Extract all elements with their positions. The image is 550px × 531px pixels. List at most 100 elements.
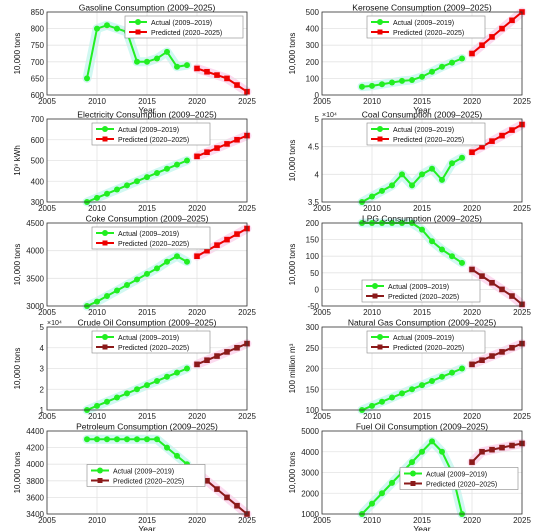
x-tick-label: 2010 xyxy=(363,308,381,317)
data-point-actual xyxy=(134,276,140,283)
data-point-actual xyxy=(369,82,375,89)
axis-multiplier: ×10⁴ xyxy=(47,320,62,327)
data-point-actual xyxy=(439,63,445,70)
data-point-predicted xyxy=(489,34,495,40)
data-point-predicted xyxy=(509,127,515,133)
x-tick-label: 2025 xyxy=(513,204,531,213)
subplot-8: 2005 2010 2015 2020 2025 100 150 200 250 300 Natur… xyxy=(288,318,531,422)
data-point-actual xyxy=(459,365,465,372)
x-tick-label: 2015 xyxy=(413,97,431,106)
data-point-actual xyxy=(164,373,170,380)
data-point-predicted xyxy=(194,361,200,368)
x-tick-label: 2015 xyxy=(138,204,156,213)
y-axis-label: 10,000 tons xyxy=(288,33,297,75)
legend-marker-circle xyxy=(97,467,103,474)
x-tick-label: 2025 xyxy=(513,97,531,106)
y-tick-label: 4500 xyxy=(26,219,44,228)
data-point-actual xyxy=(389,394,395,401)
data-point-actual xyxy=(134,58,140,65)
data-point-predicted xyxy=(224,75,230,82)
data-point-predicted xyxy=(499,286,505,293)
legend-marker-circle xyxy=(377,19,383,25)
subplot-title: Crude Oil Consumption (2009–2025) xyxy=(78,318,217,328)
subplot-4: 2005 2010 2015 2020 2025 3.5 4 4.5 5 ×10⁴ Coal Con… xyxy=(288,110,531,214)
legend-marker-square xyxy=(102,136,108,142)
x-tick-label: 2025 xyxy=(513,308,531,317)
legend: Actual (2009–2019) Predicted (2020–2025) xyxy=(361,279,481,303)
legend-label: Actual (2009–2019) xyxy=(393,127,454,134)
y-tick-label: 200 xyxy=(306,219,320,228)
y-tick-label: 700 xyxy=(31,58,45,67)
axes-box xyxy=(46,222,248,307)
data-point-actual xyxy=(389,79,395,86)
data-point-actual xyxy=(114,186,120,193)
legend-marker-circle xyxy=(102,126,108,132)
data-point-predicted xyxy=(234,344,240,351)
legend-box xyxy=(91,226,211,250)
data-point-predicted xyxy=(469,149,475,155)
legend-box xyxy=(399,467,519,490)
data-point-actual xyxy=(409,182,415,189)
data-point-predicted xyxy=(234,82,240,88)
y-tick-label: 5 xyxy=(40,323,45,332)
legend-label: Predicted (2020–2025) xyxy=(118,345,189,352)
data-point-actual xyxy=(154,169,160,176)
legend-label: Predicted (2020–2025) xyxy=(426,481,497,488)
data-point-predicted xyxy=(509,344,515,351)
x-tick-label: 2025 xyxy=(238,204,256,213)
data-point-actual xyxy=(419,382,425,389)
legend-label: Actual (2009–2019) xyxy=(113,468,174,475)
y-tick-label: 3600 xyxy=(26,493,44,502)
y-tick-label: 3000 xyxy=(26,302,44,311)
data-point-predicted xyxy=(214,353,220,359)
y-axis-label: 100 million m³ xyxy=(288,343,297,393)
data-point-actual xyxy=(429,165,435,172)
y-tick-label: 3 xyxy=(40,365,45,374)
legend-marker-circle xyxy=(102,334,108,340)
x-tick-label: 2020 xyxy=(463,516,481,525)
data-point-predicted xyxy=(499,132,505,139)
data-point-predicted xyxy=(469,361,475,368)
subplot-title: Gasoline Consumption (2009–2025) xyxy=(79,3,216,13)
legend-marker-circle xyxy=(377,126,383,132)
data-point-actual xyxy=(144,270,150,277)
legend-marker-circle xyxy=(372,283,378,289)
data-point-actual xyxy=(104,398,110,405)
legend-label: Predicted (2020–2025) xyxy=(388,294,459,301)
data-point-actual xyxy=(154,377,160,384)
data-point-actual xyxy=(429,438,435,445)
data-point-actual xyxy=(114,394,120,401)
data-point-actual xyxy=(104,293,110,300)
x-tick-label: 2010 xyxy=(363,204,381,213)
legend-label: Predicted (2020–2025) xyxy=(393,345,464,352)
legend-label: Actual (2009–2019) xyxy=(393,20,454,27)
y-tick-label: 250 xyxy=(306,344,320,353)
data-point-predicted xyxy=(499,444,505,451)
data-point-actual xyxy=(164,444,170,451)
data-point-predicted xyxy=(204,68,210,75)
x-tick-label: 2005 xyxy=(313,97,331,106)
axes-box xyxy=(321,11,523,96)
data-point-actual xyxy=(369,402,375,409)
data-point-predicted xyxy=(214,72,220,78)
data-point-actual xyxy=(114,436,120,443)
data-point-actual xyxy=(94,194,100,201)
x-tick-label: 2020 xyxy=(188,516,206,525)
data-point-actual xyxy=(144,58,150,65)
x-tick-label: 2025 xyxy=(513,516,531,525)
x-tick-label: 2015 xyxy=(413,204,431,213)
x-tick-label: 2005 xyxy=(313,308,331,317)
y-tick-label: 0 xyxy=(315,91,320,100)
x-tick-label: 2020 xyxy=(188,308,206,317)
x-tick-label: 2010 xyxy=(88,516,106,525)
legend-box xyxy=(366,122,486,146)
y-tick-label: 4 xyxy=(40,344,45,353)
data-point-predicted xyxy=(489,138,495,144)
subplot-5: 2005 2010 2015 2020 2025 3000 3500 4000 4500 Coke… xyxy=(13,214,256,318)
legend-box xyxy=(91,122,211,146)
data-point-actual xyxy=(184,365,190,372)
x-tick-label: 2010 xyxy=(88,308,106,317)
y-tick-label: 300 xyxy=(31,198,45,207)
y-tick-label: 100 xyxy=(306,252,320,261)
x-tick-label: 2020 xyxy=(188,97,206,106)
